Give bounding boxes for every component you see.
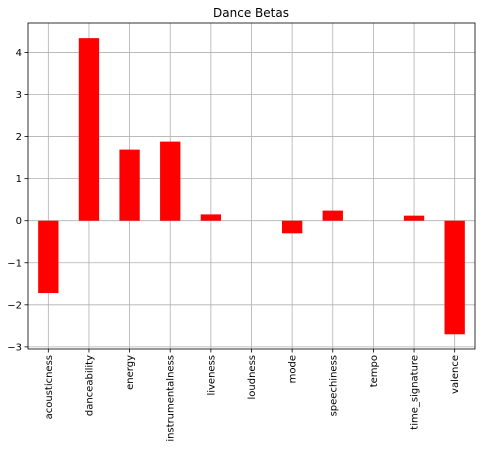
bars [38, 38, 465, 335]
chart-title: Dance Betas [213, 6, 289, 20]
bar-valence [444, 220, 465, 335]
x-tick-label: energy [125, 355, 136, 390]
bar-energy [119, 149, 140, 221]
y-tick-label: 4 [16, 48, 22, 59]
y-tick-label: −3 [7, 342, 22, 353]
x-tick-label: danceability [84, 355, 95, 416]
bar-mode [281, 220, 303, 234]
y-tick-label: 2 [16, 132, 22, 143]
y-tick-label: −1 [7, 258, 22, 269]
x-tick-label: liveness [206, 355, 217, 396]
x-tick-label: speechiness [328, 355, 339, 416]
y-tick-label: −2 [7, 300, 22, 311]
x-tick-label: time_signature [410, 355, 421, 430]
x-tick-label: valence [450, 355, 461, 394]
bar-time_signature [403, 215, 425, 221]
x-tick-label: mode [288, 355, 299, 383]
x-tick-label: tempo [369, 355, 380, 387]
x-tick-label: instrumentalness [166, 355, 177, 442]
x-tick-label: loudness [247, 355, 258, 400]
y-tick-label: 1 [16, 174, 22, 185]
y-axis-ticks: −3 −2 −1 0 1 2 3 4 [7, 48, 28, 353]
x-axis-ticks: acousticness danceability energy instrument… [44, 349, 461, 442]
bar-liveness [200, 214, 222, 221]
bar-speechiness [322, 210, 343, 221]
x-tick-label: acousticness [44, 355, 55, 419]
bar-acousticness [38, 220, 59, 294]
grid-lines [28, 23, 475, 349]
y-tick-label: 3 [16, 90, 22, 101]
y-tick-label: 0 [16, 216, 22, 227]
bar-instrumentalness [160, 141, 181, 221]
bar-danceability [78, 38, 100, 221]
